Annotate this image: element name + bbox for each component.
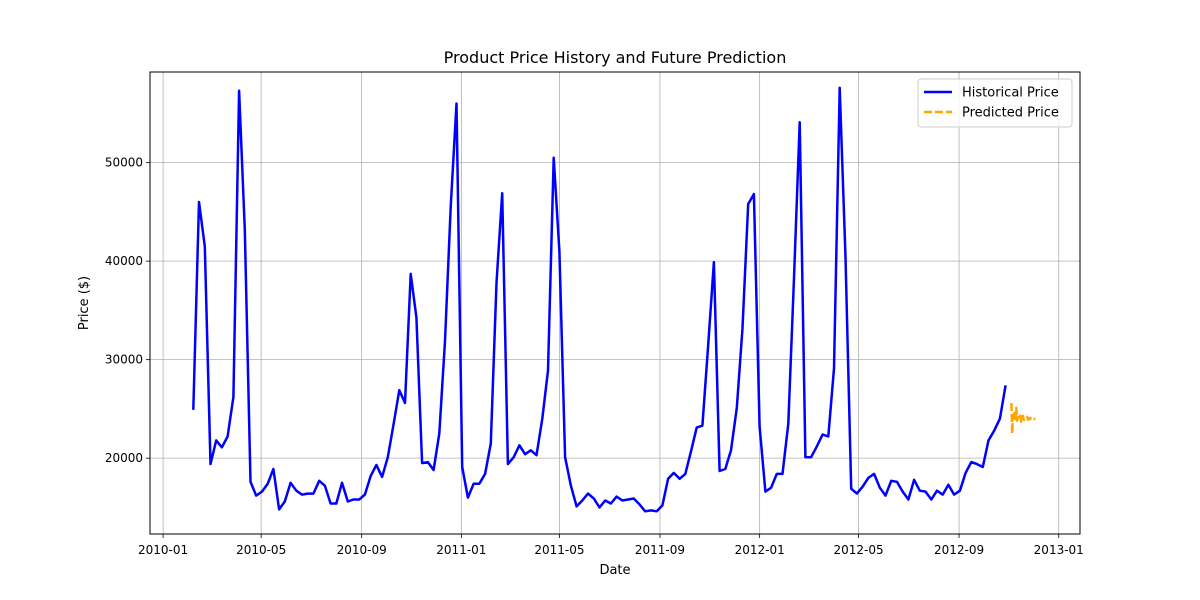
x-tick-label: 2013-01 [1034,543,1084,557]
x-tick-label: 2010-09 [337,543,387,557]
y-tick-label: 30000 [105,353,143,367]
y-tick-label: 20000 [105,451,143,465]
y-tick-label: 40000 [105,254,143,268]
y-axis-label: Price ($) [77,276,92,330]
x-axis-label: Date [599,563,630,578]
series-layer [192,86,1037,513]
x-tick-label: 2012-09 [934,543,984,557]
x-tick-label: 2011-09 [635,543,685,557]
chart-title: Product Price History and Future Predict… [444,48,787,67]
legend-label-0: Historical Price [962,86,1059,101]
y-axis: 20000 30000 40000 50000 [105,156,150,465]
plot-frame [149,71,1081,535]
legend: Historical Price Predicted Price [917,78,1073,128]
grid [150,72,1080,534]
x-tick-label: 2011-01 [436,543,486,557]
series-line-0 [192,86,1007,513]
x-axis: 2010-01 2010-05 2010-09 2011-01 2011-05 2011-… [138,534,1084,557]
x-tick-label: 2012-01 [735,543,785,557]
series-line-1 [1010,402,1037,435]
y-tick-label: 50000 [105,156,143,170]
x-tick-label: 2011-05 [534,543,584,557]
x-tick-label: 2010-01 [138,543,188,557]
x-tick-label: 2010-05 [236,543,286,557]
x-tick-label: 2012-05 [833,543,883,557]
legend-label-1: Predicted Price [962,106,1059,121]
legend-box [917,78,1073,128]
